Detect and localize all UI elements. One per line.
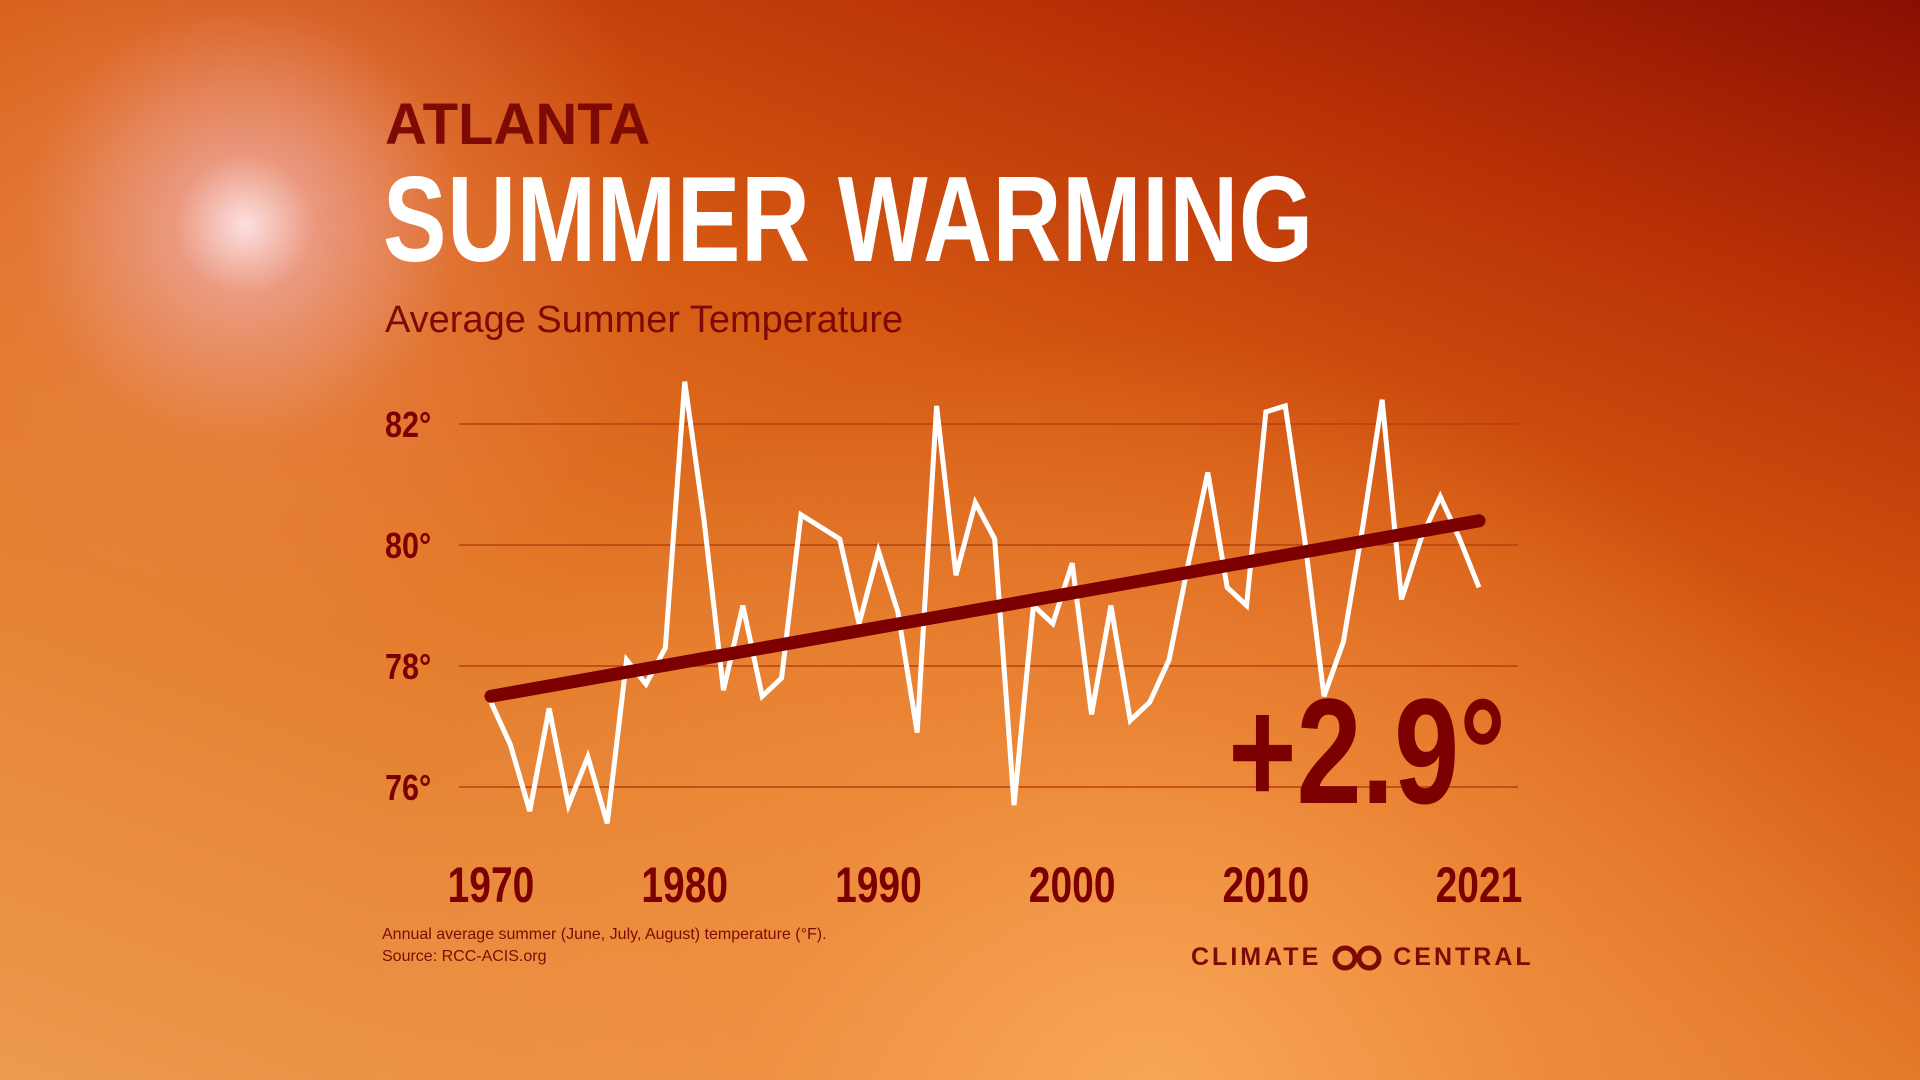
climate-central-logo: CLIMATE CENTRAL	[1191, 943, 1534, 972]
city-label: ATLANTA	[385, 92, 651, 157]
x-tick-label: 1980	[641, 856, 728, 913]
footnote: Annual average summer (June, July, Augus…	[382, 926, 827, 943]
trend-line	[484, 514, 1486, 703]
change-annotation: +2.9°	[1228, 667, 1506, 835]
x-tick-label: 2000	[1029, 856, 1116, 913]
source-note: Source: RCC-ACIS.org	[382, 948, 547, 965]
infinity-rings-icon	[1332, 945, 1382, 970]
x-tick-label: 2021	[1436, 856, 1523, 913]
y-tick-label: 80°	[385, 527, 431, 567]
chart-subtitle: Average Summer Temperature	[385, 299, 904, 341]
x-tick-label: 1970	[448, 856, 535, 913]
x-tick-label: 2010	[1223, 856, 1310, 913]
y-tick-label: 76°	[385, 769, 431, 809]
y-tick-label: 78°	[385, 648, 431, 688]
logo-right: CENTRAL	[1393, 943, 1534, 971]
y-tick-label: 82°	[385, 406, 431, 446]
x-tick-label: 1990	[835, 856, 922, 913]
page-title: SUMMER WARMING	[383, 151, 1314, 287]
logo-left: CLIMATE	[1191, 943, 1322, 971]
